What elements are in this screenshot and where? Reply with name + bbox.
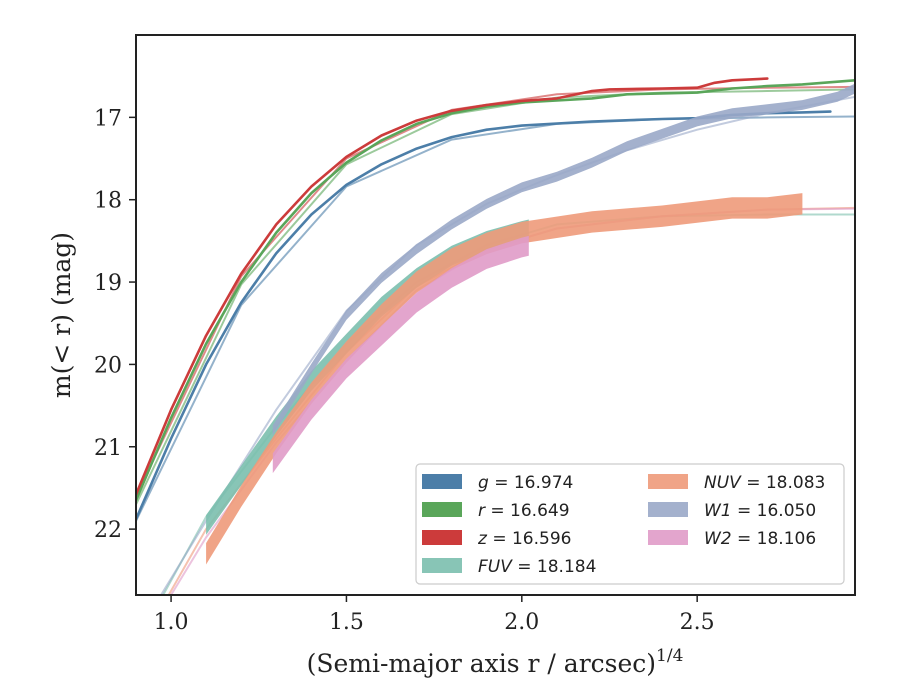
y-tick-label: 21	[94, 436, 122, 461]
legend-swatch-g	[422, 474, 462, 489]
legend-label-fuv: FUV = 18.184	[478, 557, 596, 577]
legend-label-g: g = 16.974	[478, 473, 573, 493]
x-axis-title-text: (Semi-major axis r / arcsec)	[307, 649, 656, 678]
y-tick-label: 19	[94, 271, 122, 296]
legend-swatch-w1	[648, 502, 688, 517]
legend-label-nuv: NUV = 18.083	[704, 473, 825, 493]
legend-swatch-r	[422, 502, 462, 517]
series-band-w2	[272, 235, 529, 474]
legend-label-r: r = 16.649	[478, 501, 570, 521]
legend-swatch-z	[422, 530, 462, 545]
plot-area	[136, 77, 855, 595]
legend-label-w2: W2 = 18.106	[704, 529, 816, 549]
axis-ticks: 1.0 1.5 2.0 2.5 17 18 19 20 21 22	[94, 106, 715, 635]
legend-swatch-w2	[648, 530, 688, 545]
legend: g = 16.974 r = 16.649 z = 16.596 FUV = 18.1…	[415, 463, 845, 585]
x-axis-title: (Semi-major axis r / arcsec)1/4	[307, 646, 684, 678]
y-tick-label: 18	[94, 189, 122, 214]
y-tick-label: 20	[94, 353, 122, 378]
legend-swatch-nuv	[648, 474, 688, 489]
series-band-nuv	[206, 193, 803, 565]
x-tick-label: 1.5	[329, 610, 364, 635]
y-axis-title: m(< r) (mag)	[47, 232, 76, 398]
x-tick-label: 2.0	[504, 610, 539, 635]
plot-frame	[135, 34, 856, 596]
legend-label-z: z = 16.596	[477, 529, 571, 549]
legend-swatch-fuv	[422, 558, 462, 573]
x-tick-label: 1.0	[154, 610, 189, 635]
series-line-z	[136, 77, 769, 496]
series-line-r	[136, 79, 855, 502]
y-tick-label: 22	[94, 518, 122, 543]
x-axis-title-superscript: 1/4	[656, 646, 683, 666]
x-tick-label: 2.5	[680, 610, 715, 635]
legend-frame	[415, 463, 845, 585]
y-tick-label: 17	[94, 106, 122, 131]
legend-label-w1: W1 = 16.050	[704, 501, 816, 521]
